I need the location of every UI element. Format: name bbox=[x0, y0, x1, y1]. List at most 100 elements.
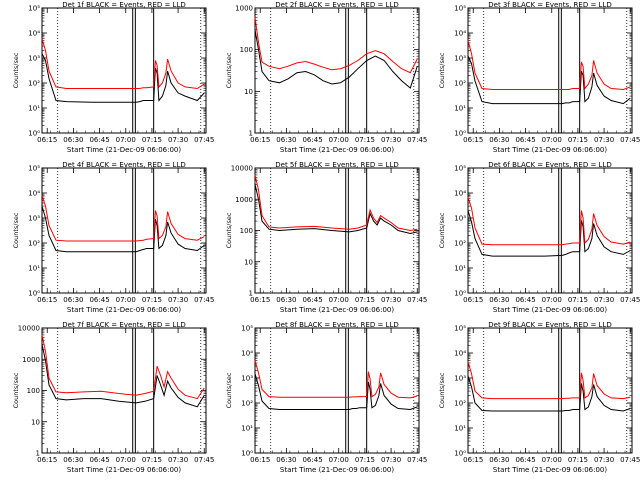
x-tick-label: 07:00 bbox=[542, 456, 562, 464]
x-axis-label: Start Time (21-Dec-09 06:06:00) bbox=[493, 146, 607, 154]
series-lld-line bbox=[254, 174, 418, 232]
y-tick-label: 10 bbox=[244, 258, 253, 266]
y-tick-label: 10⁰ bbox=[454, 130, 466, 138]
y-tick-label: 10⁵ bbox=[241, 325, 253, 333]
x-tick-label: 07:30 bbox=[168, 296, 188, 304]
y-tick-label: 10⁰ bbox=[241, 450, 253, 458]
y-tick-label: 1000 bbox=[235, 5, 253, 13]
y-tick-label: 10¹ bbox=[454, 265, 466, 273]
x-tick-label: 07:00 bbox=[542, 136, 562, 144]
panel-title: Det 6f BLACK = Events, RED = LLD bbox=[488, 161, 611, 169]
x-axis-label: Start Time (21-Dec-09 06:06:00) bbox=[280, 306, 394, 314]
panel-title: Det 8f BLACK = Events, RED = LLD bbox=[275, 321, 398, 329]
y-axis-label: Counts/sec bbox=[438, 212, 446, 248]
y-tick-label: 10⁰ bbox=[454, 450, 466, 458]
panel-det-5: Det 5f BLACK = Events, RED = LLD 1 10 100 10… bbox=[225, 161, 427, 314]
panel-title: Det 3f BLACK = Events, RED = LLD bbox=[488, 1, 611, 9]
panel-title: Det 2f BLACK = Events, RED = LLD bbox=[275, 1, 398, 9]
y-tick-label: 10² bbox=[241, 400, 253, 408]
x-tick-label: 06:15 bbox=[37, 136, 57, 144]
y-tick-label: 10000 bbox=[18, 325, 40, 333]
y-axis-label: Counts/sec bbox=[225, 212, 233, 248]
series-lld-line bbox=[41, 195, 205, 242]
y-tick-label: 10⁵ bbox=[454, 5, 466, 13]
x-tick-label: 07:30 bbox=[594, 456, 614, 464]
x-tick-label: 06:30 bbox=[63, 296, 83, 304]
x-tick-label: 06:45 bbox=[515, 296, 535, 304]
panel-det-4: Det 4f BLACK = Events, RED = LLD 10⁰ 10¹ 10… bbox=[12, 161, 214, 314]
series-lld-line bbox=[41, 334, 205, 400]
y-tick-label: 10¹ bbox=[28, 105, 40, 113]
x-tick-label: 06:45 bbox=[302, 456, 322, 464]
y-tick-label: 100 bbox=[240, 227, 253, 235]
y-tick-label: 10⁴ bbox=[241, 350, 253, 358]
y-tick-label: 10⁵ bbox=[28, 165, 40, 173]
y-tick-label: 10³ bbox=[454, 215, 466, 223]
series-lld-line bbox=[467, 196, 631, 246]
series-lld-line bbox=[41, 38, 205, 90]
series-events-line bbox=[41, 205, 205, 253]
plot-frame bbox=[467, 167, 633, 294]
x-tick-label: 06:30 bbox=[276, 456, 296, 464]
x-tick-label: 06:45 bbox=[89, 136, 109, 144]
x-tick-label: 06:30 bbox=[276, 136, 296, 144]
x-axis-label: Start Time (21-Dec-09 06:06:00) bbox=[280, 146, 394, 154]
x-tick-label: 07:45 bbox=[407, 456, 427, 464]
panel-det-3: Det 3f BLACK = Events, RED = LLD 10⁰ 10¹ 10… bbox=[438, 1, 640, 154]
x-tick-label: 07:45 bbox=[194, 296, 214, 304]
panel-title: Det 1f BLACK = Events, RED = LLD bbox=[62, 1, 185, 9]
y-tick-label: 10² bbox=[454, 400, 466, 408]
x-tick-label: 06:30 bbox=[63, 136, 83, 144]
y-tick-label: 10 bbox=[31, 418, 40, 426]
x-tick-label: 07:15 bbox=[142, 296, 162, 304]
y-axis-label: Counts/sec bbox=[12, 372, 20, 408]
x-tick-label: 06:15 bbox=[463, 136, 483, 144]
y-tick-label: 10⁵ bbox=[454, 165, 466, 173]
plot-frame bbox=[254, 7, 420, 134]
x-tick-label: 07:15 bbox=[568, 456, 588, 464]
x-tick-label: 06:15 bbox=[250, 296, 270, 304]
x-tick-label: 07:15 bbox=[142, 136, 162, 144]
x-tick-label: 07:00 bbox=[116, 456, 136, 464]
x-tick-label: 07:00 bbox=[116, 136, 136, 144]
x-tick-label: 07:15 bbox=[568, 296, 588, 304]
x-tick-label: 06:15 bbox=[37, 456, 57, 464]
y-tick-label: 10⁵ bbox=[28, 5, 40, 13]
x-tick-label: 07:30 bbox=[381, 296, 401, 304]
x-tick-label: 06:15 bbox=[37, 296, 57, 304]
series-lld-line bbox=[467, 361, 631, 400]
x-tick-label: 07:15 bbox=[355, 456, 375, 464]
x-tick-label: 06:45 bbox=[515, 136, 535, 144]
series-events-line bbox=[41, 344, 205, 408]
y-tick-label: 1 bbox=[249, 290, 253, 298]
x-tick-label: 07:45 bbox=[620, 136, 640, 144]
panel-det-9: Det 9f BLACK = Events, RED = LLD 10⁰ 10¹ 10… bbox=[438, 321, 640, 474]
x-tick-label: 07:30 bbox=[381, 456, 401, 464]
plot-frame bbox=[41, 7, 207, 134]
y-axis-label: Counts/sec bbox=[225, 52, 233, 88]
x-tick-label: 06:45 bbox=[302, 136, 322, 144]
y-tick-label: 10 bbox=[244, 88, 253, 96]
series-events-line bbox=[467, 210, 631, 257]
x-tick-label: 07:45 bbox=[407, 136, 427, 144]
panel-det-1: Det 1f BLACK = Events, RED = LLD 10⁰ 10¹ 10… bbox=[12, 1, 214, 154]
y-tick-label: 10⁰ bbox=[28, 130, 40, 138]
y-tick-label: 10¹ bbox=[454, 425, 466, 433]
y-tick-label: 10² bbox=[454, 80, 466, 88]
y-tick-label: 10² bbox=[28, 240, 40, 248]
series-events-line bbox=[254, 184, 418, 235]
series-lld-line bbox=[254, 360, 418, 399]
panel-det-6: Det 6f BLACK = Events, RED = LLD 10⁰ 10¹ 10… bbox=[438, 161, 640, 314]
y-axis-label: Counts/sec bbox=[438, 372, 446, 408]
x-tick-label: 07:30 bbox=[168, 136, 188, 144]
x-axis-label: Start Time (21-Dec-09 06:06:00) bbox=[67, 306, 181, 314]
plot-frame bbox=[41, 327, 207, 454]
x-tick-label: 07:00 bbox=[329, 296, 349, 304]
y-tick-label: 10² bbox=[454, 240, 466, 248]
panel-det-7: Det 7f BLACK = Events, RED = LLD 1 10 100 10… bbox=[12, 321, 214, 474]
x-tick-label: 06:15 bbox=[463, 296, 483, 304]
x-tick-label: 07:45 bbox=[194, 456, 214, 464]
x-tick-label: 06:45 bbox=[89, 456, 109, 464]
y-tick-label: 10³ bbox=[454, 55, 466, 63]
